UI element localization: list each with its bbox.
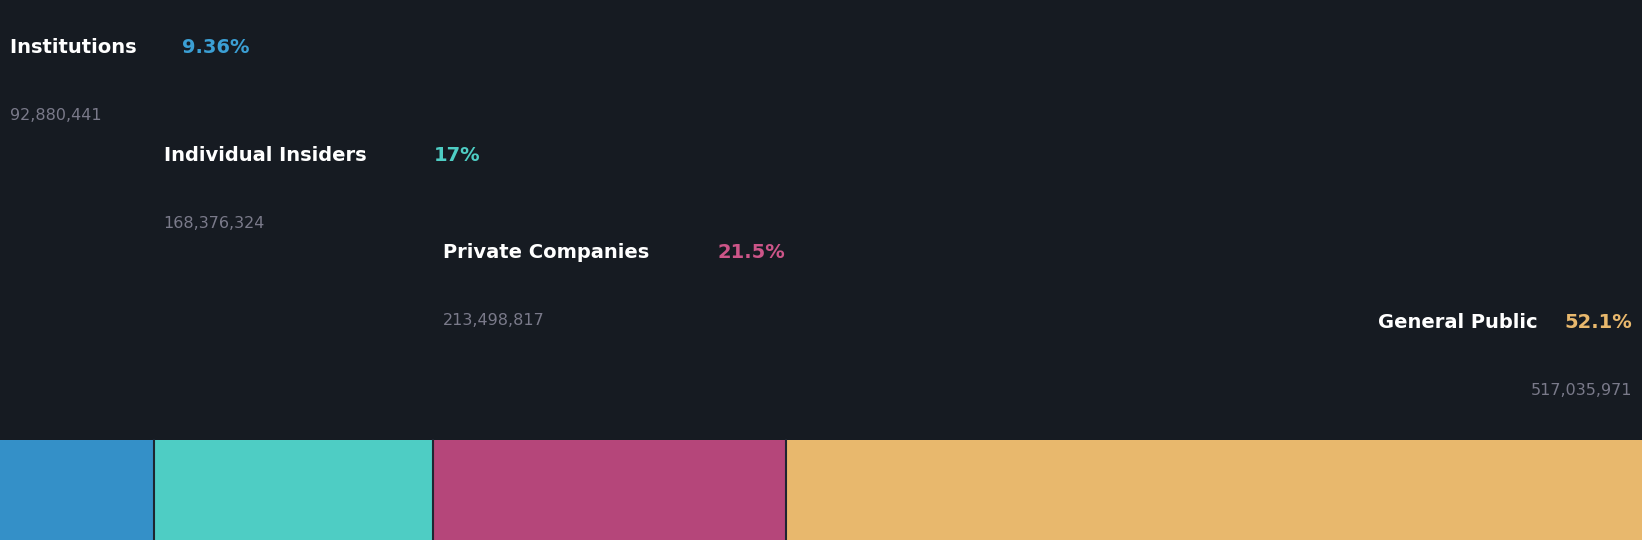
Text: Private Companies: Private Companies (443, 243, 655, 262)
Bar (433, 440, 787, 540)
Bar (154, 440, 433, 540)
Text: Institutions: Institutions (10, 38, 143, 57)
Text: 9.36%: 9.36% (182, 38, 250, 57)
Text: General Public: General Public (1378, 313, 1545, 332)
Text: 21.5%: 21.5% (718, 243, 785, 262)
Text: 517,035,971: 517,035,971 (1530, 383, 1632, 399)
Bar (787, 440, 1642, 540)
Bar (0, 440, 154, 540)
Text: 17%: 17% (433, 146, 481, 165)
Text: 213,498,817: 213,498,817 (443, 313, 545, 328)
Text: Individual Insiders: Individual Insiders (164, 146, 373, 165)
Text: 92,880,441: 92,880,441 (10, 108, 102, 123)
Text: 52.1%: 52.1% (1565, 313, 1632, 332)
Text: 168,376,324: 168,376,324 (164, 216, 264, 231)
